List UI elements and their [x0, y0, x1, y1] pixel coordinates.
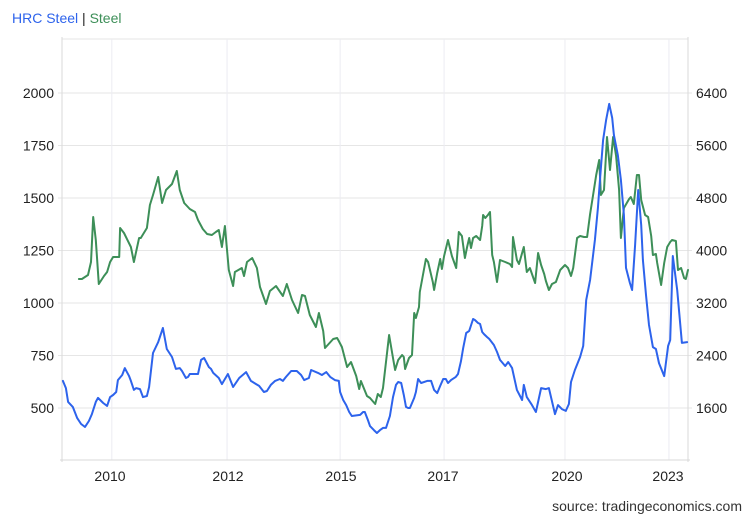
y-tick-left: 500: [31, 400, 55, 416]
x-tick-label: 2010: [94, 468, 125, 484]
source-attribution: source: tradingeconomics.com: [552, 498, 742, 514]
y-tick-left: 1750: [23, 138, 54, 154]
chart-title: HRC Steel | Steel: [12, 10, 121, 26]
y-tick-right: 1600: [696, 400, 727, 416]
x-tick-label: 2023: [652, 468, 683, 484]
y-axis-right-labels: 1600 2400 3200 4000 4800 5600 6400: [696, 85, 727, 416]
x-tick-label: 2017: [427, 468, 458, 484]
y-tick-left: 1250: [23, 243, 54, 259]
y-tick-left: 2000: [23, 85, 54, 101]
x-axis-labels: 2010 2012 2015 2017 2020 2023: [94, 468, 683, 484]
y-tick-left: 1500: [23, 190, 54, 206]
series-lines: [61, 102, 689, 434]
y-tick-left: 750: [31, 348, 55, 364]
x-tick-label: 2015: [325, 468, 356, 484]
legend-steel[interactable]: Steel: [89, 10, 122, 26]
y-tick-right: 6400: [696, 85, 727, 101]
hrc-steel-line[interactable]: [61, 102, 689, 434]
legend-hrc-steel[interactable]: HRC Steel: [12, 10, 79, 26]
x-tick-label: 2012: [212, 468, 243, 484]
y-tick-right: 2400: [696, 348, 727, 364]
y-tick-left: 1000: [23, 295, 54, 311]
gridlines: [58, 38, 692, 460]
y-tick-right: 4800: [696, 190, 727, 206]
y-tick-right: 5600: [696, 138, 727, 154]
axes: [60, 37, 690, 462]
x-tick-label: 2020: [551, 468, 582, 484]
y-tick-right: 3200: [696, 295, 727, 311]
y-axis-left-labels: 500 750 1000 1250 1500 1750 2000: [23, 85, 54, 416]
steel-line[interactable]: [77, 136, 689, 405]
title-separator: |: [82, 10, 86, 26]
y-tick-right: 4000: [696, 243, 727, 259]
